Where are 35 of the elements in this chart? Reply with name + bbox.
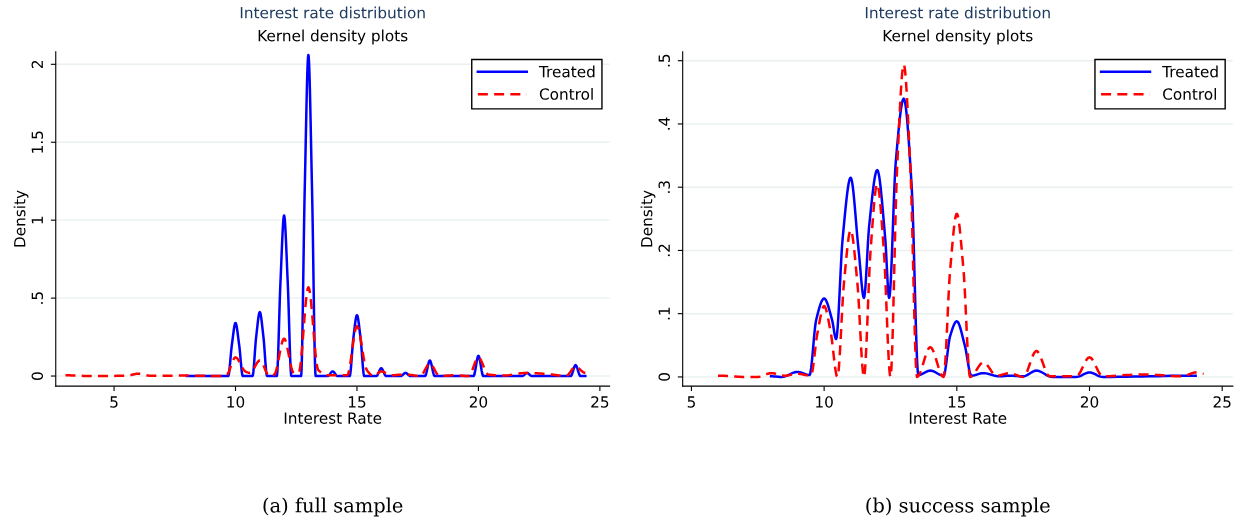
y-tick-label: 0: [658, 373, 671, 381]
y-tick-label: .2: [658, 244, 670, 257]
x-axis-title: Interest Rate: [909, 412, 1007, 424]
text: (b) success sample: [866, 497, 1050, 517]
y-tick-label: .3: [658, 181, 671, 193]
chart-title: Interest rate distribution: [240, 6, 425, 19]
x-tick-label: 5: [687, 396, 695, 408]
legend-label: Treated: [538, 65, 595, 78]
x-tick-label: 5: [110, 396, 118, 408]
y-tick-label: .5: [31, 292, 44, 304]
y-tick-label: .4: [658, 117, 670, 130]
legend-label: Control: [539, 88, 593, 100]
x-tick-label: 20: [1080, 396, 1099, 408]
legend-label: Control: [1163, 88, 1216, 100]
chart-subtitle: Kernel density plots: [883, 29, 1033, 45]
y-tick-label: 1: [31, 216, 43, 224]
x-tick-label: 20: [469, 396, 488, 408]
chart-subtitle: Kernel density plots: [258, 29, 408, 45]
legend-label: Treated: [1162, 65, 1218, 78]
x-tick-label: 25: [1213, 396, 1231, 408]
x-tick-label: 15: [348, 396, 366, 408]
y-axis-title: Density: [640, 190, 656, 247]
x-axis-title: Interest Rate: [284, 412, 382, 424]
chart-title: Interest rate distribution: [865, 6, 1050, 19]
x-tick-label: 15: [948, 396, 966, 408]
y-tick-label: 2: [31, 60, 43, 69]
text: (a) full sample: [263, 497, 403, 517]
y-tick-label: 1.5: [31, 131, 44, 153]
x-tick-label: 10: [816, 396, 833, 408]
y-axis-title: Density: [13, 190, 29, 247]
x-tick-label: 25: [591, 396, 609, 408]
x-tick-label: 10: [227, 396, 245, 408]
y-tick-label: 0: [31, 372, 44, 380]
y-tick-label: .1: [658, 307, 670, 320]
y-tick-label: .5: [658, 54, 671, 67]
